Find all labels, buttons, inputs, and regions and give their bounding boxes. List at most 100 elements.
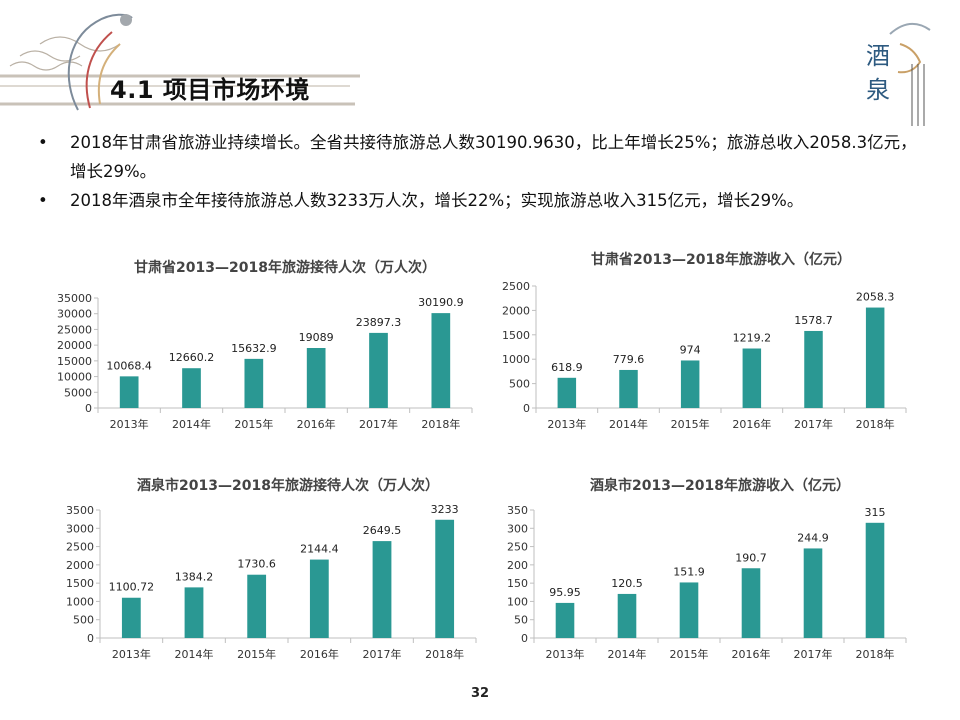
y-tick-label: 300 [507, 522, 528, 535]
data-label: 12660.2 [169, 351, 215, 364]
chart-gansu-visitors: 甘肃省2013—2018年旅游接待人次（万人次） 0 5000 10000 15000 2… [20, 248, 480, 442]
data-label: 618.9 [551, 361, 583, 374]
y-tick-label: 350 [507, 504, 528, 517]
data-label: 190.7 [735, 551, 767, 564]
x-tick-label: 2015年 [234, 417, 273, 431]
x-tick-label: 2016年 [300, 647, 339, 661]
bar [435, 519, 455, 638]
bar [244, 358, 264, 408]
chart-jiuquan-visitors: 酒泉市2013—2018年旅游接待人次（万人次） 0 500 1000 1500 2000… [20, 466, 480, 670]
y-tick-label: 150 [507, 577, 528, 590]
bar [865, 522, 885, 638]
bullet-item: • 2018年酒泉市全年接待旅游总人数3233万人次，增长22%；实现旅游总收入… [38, 186, 918, 215]
data-label: 974 [680, 343, 701, 356]
x-tick-label: 2014年 [609, 417, 648, 431]
bullet-item: • 2018年甘肃省旅游业持续增长。全省共接待旅游总人数30190.9630，比… [38, 128, 918, 186]
x-tick-label: 2017年 [794, 417, 833, 431]
bar [619, 369, 638, 408]
bar [372, 541, 392, 638]
chart-gansu-revenue: 甘肃省2013—2018年旅游收入（亿元） 0 500 1000 1500 2000 250… [490, 240, 930, 440]
x-tick-label: 2015年 [670, 647, 709, 661]
bullet-list: • 2018年甘肃省旅游业持续增长。全省共接待旅游总人数30190.9630，比… [38, 128, 918, 215]
x-tick-label: 2017年 [794, 647, 833, 661]
bar [804, 330, 823, 408]
bar [182, 368, 201, 408]
data-label: 30190.9 [418, 296, 464, 309]
data-label: 1100.72 [109, 581, 155, 594]
bar [679, 582, 699, 638]
data-label: 151.9 [673, 565, 705, 578]
bullet-marker: • [38, 191, 48, 210]
y-tick-label: 15000 [57, 355, 92, 368]
bullet-text: 2018年酒泉市全年接待旅游总人数3233万人次，增长22%；实现旅游总收入31… [70, 191, 804, 210]
bar [119, 376, 139, 408]
chart-title: 酒泉市2013—2018年旅游收入（亿元） [590, 477, 850, 494]
data-label: 1384.2 [175, 570, 214, 583]
y-tick-label: 2000 [66, 559, 94, 572]
y-tick-label: 1500 [502, 329, 530, 342]
bar [803, 548, 823, 638]
y-tick-label: 30000 [57, 308, 92, 321]
y-tick-label: 25000 [57, 323, 92, 336]
y-tick-label: 3500 [66, 504, 94, 517]
jiuquan-logo: 酒 泉 [866, 23, 931, 126]
x-tick-label: 2017年 [359, 417, 398, 431]
data-label: 1730.6 [237, 558, 276, 571]
header-ornament [0, 13, 360, 111]
y-tick-label: 10000 [57, 371, 92, 384]
bar [555, 602, 575, 638]
y-tick-label: 0 [87, 632, 94, 645]
data-label: 95.95 [549, 586, 581, 599]
y-tick-label: 0 [523, 402, 530, 415]
bullet-marker: • [38, 133, 48, 152]
chart-svg: 酒泉市2013—2018年旅游接待人次（万人次） 0 500 1000 1500 2000… [66, 477, 477, 661]
y-tick-label: 500 [73, 614, 94, 627]
page-title: 4.1 项目市场环境 [110, 76, 310, 104]
y-tick-label: 2500 [502, 280, 530, 293]
x-tick-label: 2018年 [856, 417, 895, 431]
y-tick-label: 35000 [57, 292, 92, 305]
bar [247, 574, 267, 638]
bar [680, 360, 700, 408]
x-tick-label: 2014年 [175, 647, 214, 661]
svg-text:酒: 酒 [866, 42, 890, 70]
x-tick-label: 2013年 [546, 647, 585, 661]
bar [306, 348, 326, 408]
data-label: 15632.9 [231, 342, 277, 355]
chart-title: 甘肃省2013—2018年旅游接待人次（万人次） [134, 259, 436, 276]
bar [309, 559, 329, 638]
bar [184, 587, 204, 638]
y-tick-label: 100 [507, 595, 528, 608]
x-tick-label: 2016年 [732, 417, 771, 431]
y-tick-label: 200 [507, 559, 528, 572]
data-label: 10068.4 [106, 359, 152, 372]
x-tick-label: 2016年 [732, 647, 771, 661]
x-tick-label: 2014年 [608, 647, 647, 661]
y-tick-label: 2500 [66, 541, 94, 554]
data-label: 2144.4 [300, 543, 339, 556]
x-tick-label: 2015年 [237, 647, 276, 661]
bar [617, 593, 637, 638]
y-tick-label: 50 [514, 614, 528, 627]
bar [865, 307, 885, 408]
bar [742, 348, 762, 408]
y-tick-label: 5000 [64, 386, 92, 399]
x-tick-label: 2018年 [856, 647, 895, 661]
y-tick-label: 1000 [66, 595, 94, 608]
data-label: 23897.3 [356, 316, 402, 329]
bar [431, 313, 451, 408]
y-tick-label: 500 [509, 378, 530, 391]
data-label: 779.6 [613, 353, 645, 366]
data-label: 2058.3 [856, 291, 895, 304]
svg-text:泉: 泉 [866, 76, 890, 104]
chart-jiuquan-revenue: 酒泉市2013—2018年旅游收入（亿元） 0 50 100 150 200 250 300 3… [490, 466, 930, 670]
data-label: 315 [865, 506, 886, 519]
y-tick-label: 0 [521, 632, 528, 645]
y-tick-label: 1000 [502, 353, 530, 366]
bar [557, 377, 577, 408]
chart-svg: 甘肃省2013—2018年旅游接待人次（万人次） 0 5000 10000 15000 2… [57, 259, 473, 431]
x-tick-label: 2013年 [110, 417, 149, 431]
chart-title: 酒泉市2013—2018年旅游接待人次（万人次） [137, 477, 439, 494]
data-label: 2649.5 [363, 524, 402, 537]
y-tick-label: 1500 [66, 577, 94, 590]
